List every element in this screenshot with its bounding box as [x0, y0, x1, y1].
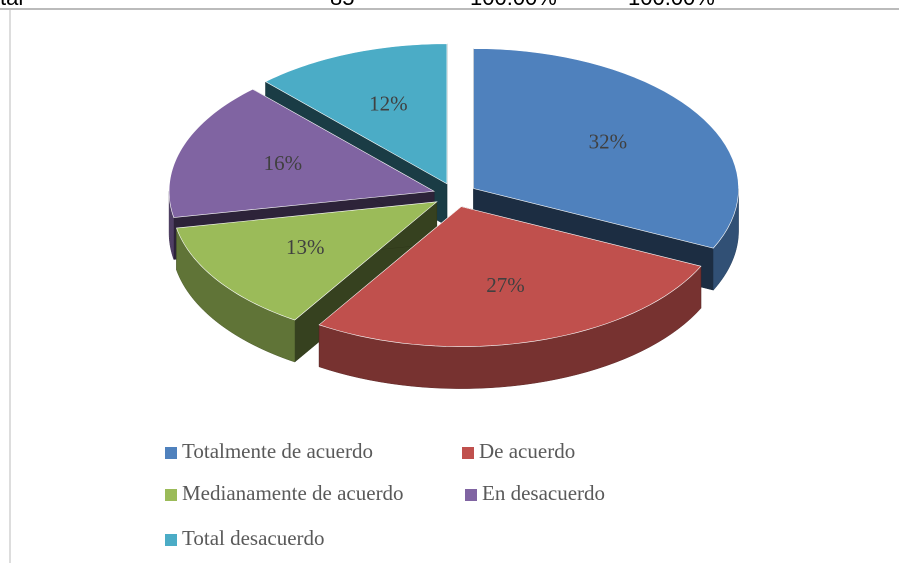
legend-swatch: [165, 489, 177, 501]
legend-label: En desacuerdo: [482, 481, 605, 505]
table-cell: 85: [330, 0, 354, 10]
slice-top: [176, 201, 438, 321]
legend-swatch: [165, 447, 177, 459]
pie: 12% 32% 16% 13% 27%: [168, 43, 739, 389]
data-label: 13%: [286, 235, 325, 259]
legend-label: Medianamente de acuerdo: [182, 481, 404, 505]
legend-label: Total desacuerdo: [182, 526, 325, 550]
legend-item: Medianamente de acuerdo: [165, 481, 404, 505]
pie-slice: 13%: [176, 201, 438, 363]
slice-top: [168, 88, 436, 218]
data-label: 12%: [369, 91, 408, 115]
data-label: 16%: [264, 151, 303, 175]
legend: Totalmente de acuerdo De acuerdo Medianame…: [165, 439, 605, 550]
legend-item: De acuerdo: [462, 439, 575, 463]
slice-top: [473, 48, 739, 249]
table-cell: 100.00%: [470, 0, 557, 10]
slice-top: [318, 206, 702, 347]
slice-top: [264, 43, 448, 185]
table-cell: tal: [0, 0, 23, 10]
pie-slice: 27%: [318, 206, 702, 389]
legend-item: Totalmente de acuerdo: [165, 439, 373, 463]
table-cell: 100.00%: [628, 0, 715, 10]
legend-swatch: [165, 534, 177, 546]
data-label: 27%: [486, 273, 525, 297]
data-label: 32%: [589, 129, 628, 153]
legend-swatch: [465, 489, 477, 501]
legend-label: Totalmente de acuerdo: [182, 439, 373, 463]
legend-label: De acuerdo: [479, 439, 575, 463]
legend-item: En desacuerdo: [465, 481, 605, 505]
legend-swatch: [462, 447, 474, 459]
legend-item: Total desacuerdo: [165, 526, 325, 550]
